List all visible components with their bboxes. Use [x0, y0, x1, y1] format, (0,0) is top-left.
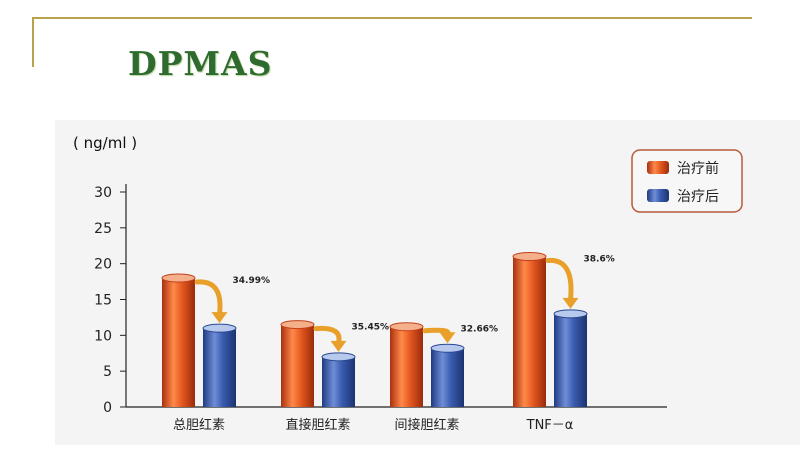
reduction-arrow-2 [422, 327, 456, 344]
y-tick-label: 30 [94, 185, 112, 201]
bar-cap [553, 309, 588, 319]
bar-cap [202, 323, 237, 333]
decorative-left-line [32, 17, 34, 67]
arrow-head [211, 312, 228, 324]
bar-after-1 [321, 352, 356, 407]
arrow-head [439, 332, 456, 344]
reduction-arrow-0 [194, 279, 228, 324]
y-tick-label: 5 [103, 364, 112, 380]
bar-body [390, 326, 423, 407]
bar-body [431, 348, 464, 407]
arrow-shaft [194, 279, 223, 317]
reduction-label-0: 34.99% [233, 276, 271, 286]
bar-after-0 [202, 323, 237, 407]
bar-body [203, 328, 236, 407]
bar-cap [321, 352, 356, 362]
legend-swatch-before [647, 161, 669, 174]
bar-after-3 [553, 309, 588, 407]
bar-before-2 [389, 322, 424, 407]
decorative-top-line [32, 17, 752, 19]
y-tick-label: 0 [103, 400, 112, 416]
x-category-label-3: TNF－α [526, 418, 574, 433]
y-tick-label: 10 [94, 328, 112, 344]
arrow-shaft [313, 325, 342, 346]
bar-body [554, 313, 587, 407]
bar-before-1 [280, 320, 315, 407]
y-tick-label: 20 [94, 257, 112, 273]
x-category-label-0: 总胆红素 [173, 417, 225, 433]
bar-cap [280, 320, 315, 330]
legend-label-after: 治疗后 [677, 189, 719, 205]
arrow-head [562, 297, 579, 309]
x-category-label-1: 直接胆红素 [285, 417, 350, 433]
bar-before-0 [161, 273, 196, 407]
y-tick-label: 25 [94, 221, 112, 237]
bar-cap [512, 252, 547, 261]
reduction-arrow-1 [313, 325, 347, 352]
legend-label-before: 治疗前 [677, 160, 719, 177]
reduction-label-1: 35.45% [352, 323, 390, 333]
arrow-shaft [545, 257, 574, 303]
bar-body [322, 356, 355, 407]
reduction-label-2: 32.66% [461, 325, 499, 335]
bar-before-3 [512, 252, 547, 407]
reduction-arrow-3 [545, 257, 579, 309]
bar-body [513, 256, 546, 407]
bar-cap [389, 322, 424, 332]
legend: 治疗前 治疗后 [631, 149, 743, 213]
legend-swatch-after [647, 189, 669, 202]
chart-panel: ( ng/ml ) 0 5 10 15 20 25 30 34.99% 35.45% 32.66… [55, 120, 800, 445]
bar-body [281, 324, 314, 407]
x-category-label-2: 间接胆红素 [394, 417, 459, 433]
slide-title: DPMAS [128, 44, 273, 83]
y-tick-label: 15 [94, 293, 112, 309]
bar-cap [430, 343, 465, 353]
bar-cap [161, 273, 196, 283]
y-axis-label: ( ng/ml ) [73, 134, 137, 152]
bar-body [162, 278, 195, 407]
arrow-head [330, 340, 347, 352]
bar-after-2 [430, 343, 465, 407]
reduction-label-3: 38.6% [584, 255, 615, 265]
bar-chart: ( ng/ml ) 0 5 10 15 20 25 30 34.99% 35.45% 32.66… [73, 134, 743, 433]
